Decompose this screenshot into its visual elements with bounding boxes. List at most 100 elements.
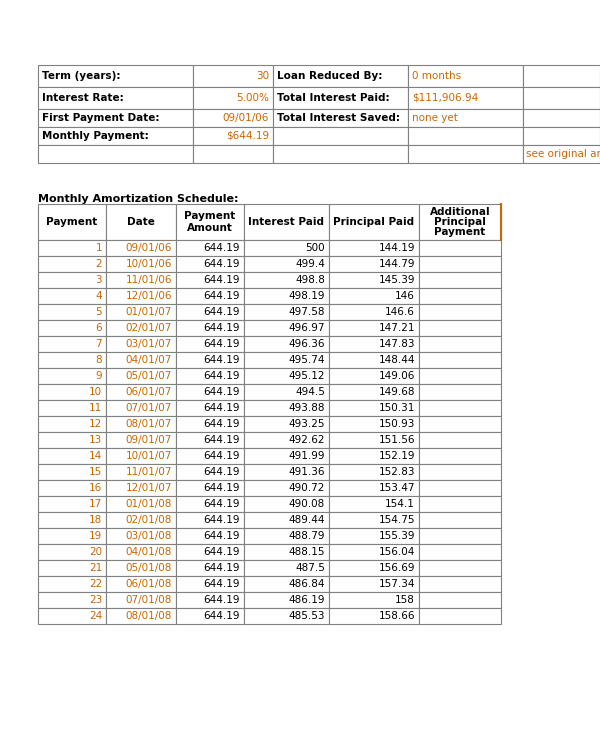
Bar: [408, 109, 523, 127]
Text: 486.84: 486.84: [289, 579, 325, 589]
Bar: [419, 336, 501, 352]
Bar: [408, 87, 523, 109]
Bar: [244, 512, 329, 528]
Bar: [419, 576, 501, 592]
Bar: [419, 464, 501, 480]
Bar: [193, 145, 273, 163]
Text: 8: 8: [95, 355, 102, 365]
Text: Total Interest Saved:: Total Interest Saved:: [277, 113, 400, 123]
Text: Payment: Payment: [434, 227, 485, 237]
Bar: [244, 592, 329, 608]
Text: 644.19: 644.19: [203, 547, 240, 557]
Text: 2: 2: [95, 259, 102, 269]
Text: 644.19: 644.19: [203, 291, 240, 301]
Bar: [106, 448, 176, 464]
Bar: [329, 352, 419, 368]
Text: 146: 146: [395, 291, 415, 301]
Bar: [106, 288, 176, 304]
Bar: [176, 496, 244, 512]
Text: 5.00%: 5.00%: [236, 93, 269, 103]
Bar: [38, 544, 106, 560]
Text: 151.56: 151.56: [379, 435, 415, 445]
Text: 09/01/07: 09/01/07: [125, 435, 172, 445]
Text: none yet: none yet: [412, 113, 458, 123]
Bar: [329, 304, 419, 320]
Bar: [176, 204, 244, 240]
Bar: [106, 204, 176, 240]
Bar: [244, 416, 329, 432]
Text: 12: 12: [89, 419, 102, 429]
Text: 150.93: 150.93: [379, 419, 415, 429]
Text: 644.19: 644.19: [203, 243, 240, 253]
Text: 15: 15: [89, 467, 102, 477]
Text: 495.74: 495.74: [289, 355, 325, 365]
Text: Principal: Principal: [434, 217, 486, 227]
Text: Monthly Payment:: Monthly Payment:: [42, 131, 149, 141]
Bar: [329, 204, 419, 240]
Text: Principal Paid: Principal Paid: [334, 217, 415, 227]
Bar: [176, 464, 244, 480]
Bar: [419, 480, 501, 496]
Bar: [329, 608, 419, 624]
Text: 486.19: 486.19: [289, 595, 325, 605]
Text: 491.36: 491.36: [289, 467, 325, 477]
Bar: [329, 496, 419, 512]
Text: 16: 16: [89, 483, 102, 493]
Text: 01/01/07: 01/01/07: [125, 307, 172, 317]
Bar: [38, 432, 106, 448]
Bar: [244, 288, 329, 304]
Text: 13: 13: [89, 435, 102, 445]
Bar: [419, 416, 501, 432]
Text: 17: 17: [89, 499, 102, 509]
Bar: [106, 528, 176, 544]
Text: Interest Paid: Interest Paid: [248, 217, 325, 227]
Text: Term (years):: Term (years):: [42, 71, 121, 81]
Bar: [106, 272, 176, 288]
Bar: [176, 304, 244, 320]
Text: 150.31: 150.31: [379, 403, 415, 413]
Bar: [329, 480, 419, 496]
Text: 644.19: 644.19: [203, 483, 240, 493]
Text: 644.19: 644.19: [203, 275, 240, 285]
Bar: [419, 400, 501, 416]
Bar: [176, 592, 244, 608]
Bar: [244, 464, 329, 480]
Text: 144.79: 144.79: [379, 259, 415, 269]
Text: $644.19: $644.19: [226, 131, 269, 141]
Bar: [38, 87, 193, 109]
Bar: [106, 512, 176, 528]
Bar: [244, 304, 329, 320]
Text: 644.19: 644.19: [203, 499, 240, 509]
Text: 144.19: 144.19: [379, 243, 415, 253]
Text: 644.19: 644.19: [203, 435, 240, 445]
Bar: [244, 528, 329, 544]
Text: 148.44: 148.44: [379, 355, 415, 365]
Bar: [106, 256, 176, 272]
Text: 11: 11: [89, 403, 102, 413]
Bar: [38, 608, 106, 624]
Text: 644.19: 644.19: [203, 579, 240, 589]
Bar: [106, 464, 176, 480]
Bar: [244, 384, 329, 400]
Bar: [273, 87, 408, 109]
Text: 152.19: 152.19: [379, 451, 415, 461]
Bar: [106, 496, 176, 512]
Bar: [244, 256, 329, 272]
Text: 06/01/08: 06/01/08: [125, 579, 172, 589]
Bar: [38, 480, 106, 496]
Text: Payment: Payment: [184, 211, 236, 221]
Text: 490.72: 490.72: [289, 483, 325, 493]
Text: $111,906.94: $111,906.94: [412, 93, 478, 103]
Text: 04/01/08: 04/01/08: [125, 547, 172, 557]
Bar: [329, 464, 419, 480]
Text: Loan Reduced By:: Loan Reduced By:: [277, 71, 382, 81]
Text: 644.19: 644.19: [203, 387, 240, 397]
Text: 05/01/08: 05/01/08: [125, 563, 172, 573]
Bar: [329, 240, 419, 256]
Bar: [193, 109, 273, 127]
Text: 0 months: 0 months: [412, 71, 461, 81]
Text: 644.19: 644.19: [203, 515, 240, 525]
Text: 498.19: 498.19: [289, 291, 325, 301]
Bar: [244, 400, 329, 416]
Text: 497.58: 497.58: [289, 307, 325, 317]
